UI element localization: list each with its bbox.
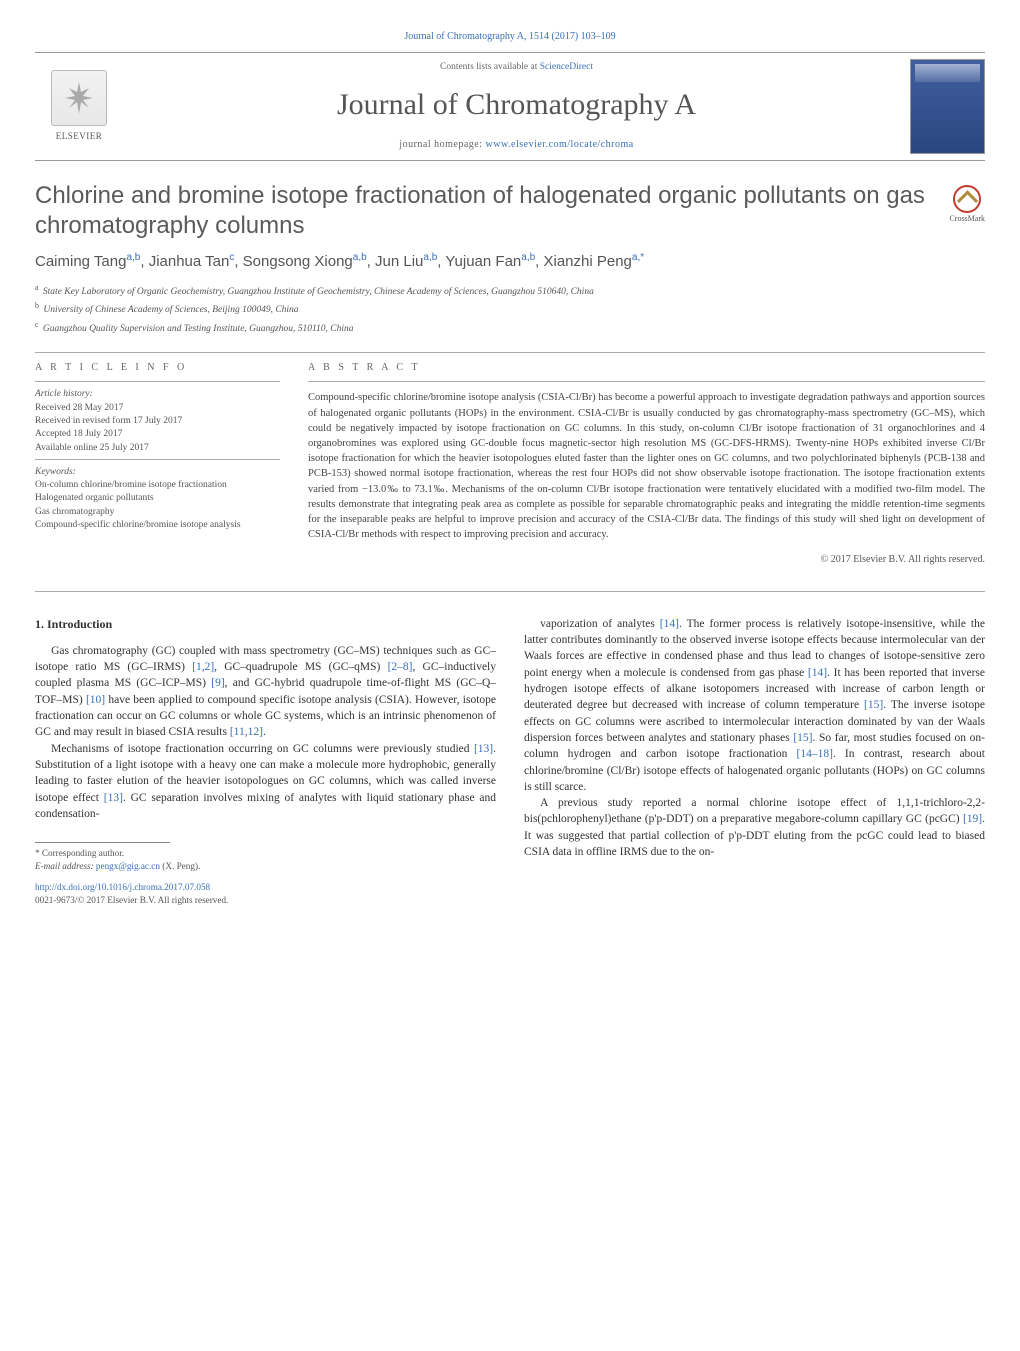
- corresponding-label: * Corresponding author.: [35, 847, 496, 860]
- journal-homepage-link[interactable]: www.elsevier.com/locate/chroma: [486, 139, 634, 150]
- body-paragraph-3: vaporization of analytes [14]. The forme…: [524, 616, 985, 796]
- crossmark-label: CrossMark: [949, 213, 985, 224]
- keyword-item: Halogenated organic pollutants: [35, 492, 280, 505]
- footnote-rule: [35, 842, 170, 843]
- crossmark-icon: [953, 185, 981, 213]
- history-accepted: Accepted 18 July 2017: [35, 428, 280, 441]
- info-divider: [35, 381, 280, 382]
- email-label: E-mail address:: [35, 861, 96, 871]
- affiliation-line: b University of Chinese Academy of Scien…: [35, 300, 985, 317]
- ref-link[interactable]: [9]: [211, 677, 224, 689]
- article-info-column: A R T I C L E I N F O Article history: R…: [35, 361, 280, 566]
- keywords-label: Keywords:: [35, 466, 280, 479]
- history-revised: Received in revised form 17 July 2017: [35, 415, 280, 428]
- intro-heading: 1. Introduction: [35, 616, 496, 633]
- abstract-text: Compound-specific chlorine/bromine isoto…: [308, 390, 985, 542]
- body-divider: [35, 591, 985, 592]
- journal-homepage-line: journal homepage: www.elsevier.com/locat…: [123, 138, 910, 152]
- doi-block: http://dx.doi.org/10.1016/j.chroma.2017.…: [35, 881, 985, 907]
- authors-line: Caiming Tanga,b, Jianhua Tanc, Songsong …: [35, 251, 985, 272]
- doi-link[interactable]: http://dx.doi.org/10.1016/j.chroma.2017.…: [35, 882, 210, 892]
- history-online: Available online 25 July 2017: [35, 442, 280, 455]
- history-received: Received 28 May 2017: [35, 402, 280, 415]
- ref-link[interactable]: [14]: [808, 667, 827, 679]
- ref-link[interactable]: [14–18]: [797, 748, 833, 760]
- keywords-list: On-column chlorine/bromine isotope fract…: [35, 479, 280, 532]
- ref-link[interactable]: [19]: [963, 813, 982, 825]
- abstract-column: A B S T R A C T Compound-specific chlori…: [308, 361, 985, 566]
- keyword-item: Gas chromatography: [35, 506, 280, 519]
- article-title: Chlorine and bromine isotope fractionati…: [35, 181, 933, 241]
- ref-link[interactable]: [1,2]: [192, 661, 214, 673]
- keyword-item: On-column chlorine/bromine isotope fract…: [35, 479, 280, 492]
- section-divider: [35, 352, 985, 353]
- journal-name: Journal of Chromatography A: [123, 84, 910, 126]
- elsevier-text: ELSEVIER: [56, 130, 103, 143]
- ref-link[interactable]: [13]: [474, 743, 493, 755]
- journal-reference-line: Journal of Chromatography A, 1514 (2017)…: [35, 30, 985, 44]
- issn-copyright-line: 0021-9673/© 2017 Elsevier B.V. All right…: [35, 895, 228, 905]
- body-paragraph-1: Gas chromatography (GC) coupled with mas…: [35, 643, 496, 741]
- elsevier-tree-icon: [51, 70, 107, 126]
- abstract-heading: A B S T R A C T: [308, 361, 985, 375]
- contents-available-line: Contents lists available at ScienceDirec…: [123, 61, 910, 74]
- sciencedirect-link[interactable]: ScienceDirect: [540, 62, 593, 72]
- affiliation-line: c Guangzhou Quality Supervision and Test…: [35, 319, 985, 336]
- homepage-prefix: journal homepage:: [399, 139, 485, 150]
- ref-link[interactable]: [15]: [864, 699, 883, 711]
- copyright-line: © 2017 Elsevier B.V. All rights reserved…: [308, 553, 985, 567]
- body-paragraph-4: A previous study reported a normal chlor…: [524, 795, 985, 860]
- corresponding-email-link[interactable]: pengx@gig.ac.cn: [96, 861, 160, 871]
- info-divider-2: [35, 459, 280, 460]
- elsevier-logo: ELSEVIER: [35, 62, 123, 152]
- ref-link[interactable]: [13]: [104, 792, 123, 804]
- body-columns: 1. Introduction Gas chromatography (GC) …: [35, 616, 985, 874]
- affiliation-line: a State Key Laboratory of Organic Geoche…: [35, 282, 985, 299]
- article-info-heading: A R T I C L E I N F O: [35, 361, 280, 375]
- journal-cover-thumbnail: [910, 59, 985, 154]
- affiliations-block: a State Key Laboratory of Organic Geoche…: [35, 282, 985, 336]
- journal-header: ELSEVIER Contents lists available at Sci…: [35, 52, 985, 161]
- ref-link[interactable]: [10]: [86, 694, 105, 706]
- ref-link[interactable]: [11,12]: [230, 726, 263, 738]
- ref-link[interactable]: [14]: [660, 618, 679, 630]
- crossmark-badge[interactable]: CrossMark: [949, 185, 985, 224]
- body-paragraph-2: Mechanisms of isotope fractionation occu…: [35, 741, 496, 823]
- ref-link[interactable]: [15]: [793, 732, 812, 744]
- email-suffix: (X. Peng).: [160, 861, 200, 871]
- history-label: Article history:: [35, 388, 280, 401]
- keyword-item: Compound-specific chlorine/bromine isoto…: [35, 519, 280, 532]
- corresponding-author-block: * Corresponding author. E-mail address: …: [35, 847, 496, 873]
- ref-link[interactable]: [2–8]: [388, 661, 413, 673]
- contents-prefix: Contents lists available at: [440, 62, 540, 72]
- abstract-divider: [308, 381, 985, 382]
